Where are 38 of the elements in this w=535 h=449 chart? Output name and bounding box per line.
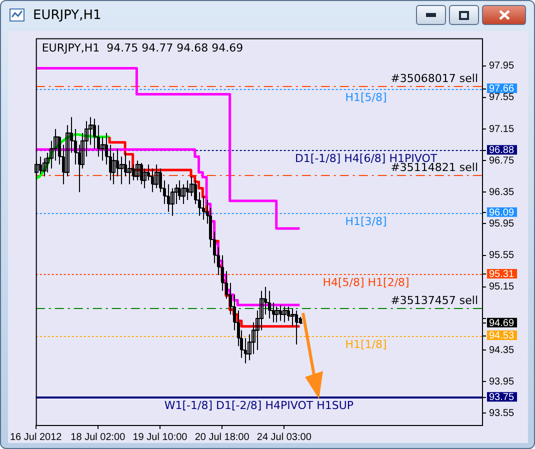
ref-line-label: H4[5/8] H1[2/8] xyxy=(322,276,410,289)
y-tick-label: 95.31 xyxy=(489,268,514,280)
candlestick xyxy=(282,306,286,323)
ref-line-label: #35114821 sell xyxy=(390,160,478,174)
candlestick xyxy=(182,184,186,204)
ref-line-label: H1[3/8] xyxy=(345,214,387,228)
candlestick xyxy=(170,188,174,216)
ref-line-label: H1[5/8] xyxy=(345,90,387,104)
ref-line-label: W1[-1/8] D1[-2/8] H4PIVOT H1SUP xyxy=(164,398,354,412)
y-tick-label: 95.95 xyxy=(489,218,514,230)
ref-line-label: #35068017 sell xyxy=(390,72,478,85)
y-tick-label: 96.35 xyxy=(489,186,514,198)
candlestick xyxy=(136,160,140,181)
x-tick-label: 24 Jul 03:00 xyxy=(256,432,312,443)
y-tick-label: 93.55 xyxy=(489,408,514,419)
ref-line-label: #35137457 sell xyxy=(390,294,478,307)
chart-subtitle: EURJPY,H1 94.75 94.77 94.68 94.69 xyxy=(42,42,244,55)
y-tick-label: 95.55 xyxy=(489,250,514,262)
y-tick-label: 93.95 xyxy=(489,376,514,388)
y-tick-label: 94.53 xyxy=(489,330,514,342)
x-tick-label: 16 Jul 2012 xyxy=(10,432,62,443)
candlestick xyxy=(274,306,278,323)
x-tick-label: 20 Jul 18:00 xyxy=(194,432,250,443)
y-tick-label: 94.35 xyxy=(489,344,514,356)
y-tick-label: 96.88 xyxy=(489,145,514,156)
y-tick-label: 93.75 xyxy=(489,392,514,404)
y-tick-label: 94.69 xyxy=(489,318,514,329)
x-tick-label: 19 Jul 10:00 xyxy=(132,432,188,443)
y-tick-label: 97.95 xyxy=(489,60,514,72)
y-tick-label: 96.75 xyxy=(489,155,514,166)
y-tick-label: 95.15 xyxy=(489,282,514,293)
candlestick xyxy=(154,164,158,189)
ref-line-label: H1[1/8] xyxy=(345,338,387,351)
y-tick-label: 97.15 xyxy=(489,124,514,135)
chart-title: EURJPY,H1 xyxy=(33,8,102,22)
y-tick-label: 96.09 xyxy=(489,207,514,218)
y-tick-label: 97.55 xyxy=(489,92,514,104)
x-tick-label: 18 Jul 02:00 xyxy=(70,432,126,443)
